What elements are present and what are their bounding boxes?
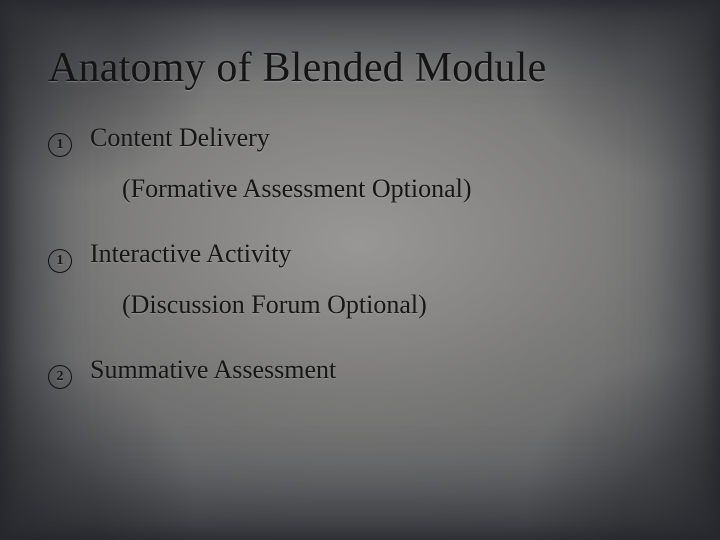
list-item: 1 Content Delivery	[48, 120, 672, 155]
list-item: (Discussion Forum Optional)	[48, 287, 672, 322]
list-item: (Formative Assessment Optional)	[48, 171, 672, 206]
list-item: 2 Summative Assessment	[48, 352, 672, 387]
list-item-label: (Discussion Forum Optional)	[122, 287, 427, 322]
list-item-label: Interactive Activity	[90, 236, 291, 271]
slide-content: Anatomy of Blended Module 1 Content Deli…	[0, 0, 720, 540]
slide-title: Anatomy of Blended Module	[48, 44, 672, 92]
circled-number-icon: 2	[48, 365, 72, 389]
circled-number-icon: 1	[48, 249, 72, 273]
list-item-label: Content Delivery	[90, 120, 270, 155]
list-item: 1 Interactive Activity	[48, 236, 672, 271]
slide: Anatomy of Blended Module 1 Content Deli…	[0, 0, 720, 540]
circled-number-icon: 1	[48, 133, 72, 157]
slide-body: 1 Content Delivery (Formative Assessment…	[48, 120, 672, 387]
list-item-label: (Formative Assessment Optional)	[122, 171, 472, 206]
list-item-label: Summative Assessment	[90, 352, 336, 387]
